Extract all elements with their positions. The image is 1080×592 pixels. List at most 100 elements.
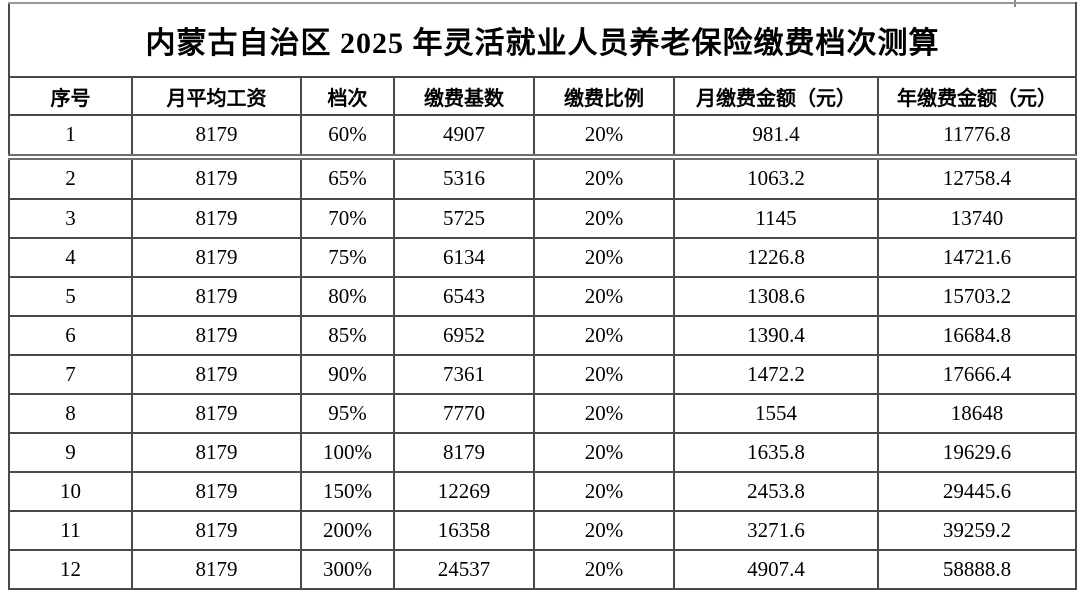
table-title-row: 内蒙古自治区 2025 年灵活就业人员养老保险缴费档次测算 [7, 2, 1078, 78]
table-cell: 1226.8 [673, 236, 879, 278]
table-cell: 20% [533, 236, 675, 278]
table-cell: 80% [300, 275, 395, 317]
table-cell: 7770 [393, 392, 535, 434]
table-cell: 3271.6 [673, 509, 879, 551]
table-cell: 8179 [131, 155, 302, 200]
table-cell: 16358 [393, 509, 535, 551]
table-cell: 6952 [393, 314, 535, 356]
table-cell: 8179 [131, 548, 302, 591]
column-header: 序号 [8, 76, 133, 116]
table-cell: 20% [533, 314, 675, 356]
table-cell: 1308.6 [673, 275, 879, 317]
table-cell: 58888.8 [876, 548, 1078, 591]
table-cell: 12 [8, 548, 133, 591]
table-cell: 75% [300, 236, 395, 278]
table-cell: 8179 [131, 314, 302, 356]
table-cell: 4907 [393, 114, 535, 160]
table-cell: 1390.4 [673, 314, 879, 356]
table-cell: 1635.8 [673, 431, 879, 473]
table-cell: 90% [300, 353, 395, 395]
table-cell: 11776.8 [876, 114, 1078, 160]
table-cell: 20% [533, 197, 675, 239]
table-cell: 70% [300, 197, 395, 239]
table-row: 7 8179 90% 7361 20% 1472.2 17666.4 [8, 353, 1078, 395]
table-cell: 65% [300, 155, 395, 200]
table-row: 11 8179 200% 16358 20% 3271.6 39259.2 [8, 509, 1078, 551]
table-cell: 10 [8, 470, 133, 512]
table-row: 12 8179 300% 24537 20% 4907.4 58888.8 [8, 548, 1078, 591]
table-cell: 981.4 [673, 114, 879, 160]
table-cell: 200% [300, 509, 395, 551]
table-cell: 8179 [393, 431, 535, 473]
table-cell: 20% [533, 509, 675, 551]
table-cell: 39259.2 [876, 509, 1078, 551]
table-cell: 20% [533, 431, 675, 473]
table-row: 5 8179 80% 6543 20% 1308.6 15703.2 [8, 275, 1078, 317]
table-cell: 7 [8, 353, 133, 395]
table-row: 1 8179 60% 4907 20% 981.4 11776.8 [8, 114, 1078, 160]
table-cell: 17666.4 [876, 353, 1078, 395]
table-row: 8 8179 95% 7770 20% 1554 18648 [8, 392, 1078, 434]
table-cell: 11 [8, 509, 133, 551]
table-cell: 1554 [673, 392, 879, 434]
table-cell: 18648 [876, 392, 1078, 434]
table-cell: 8179 [131, 431, 302, 473]
table-row: 10 8179 150% 12269 20% 2453.8 29445.6 [8, 470, 1078, 512]
table-cell: 2453.8 [673, 470, 879, 512]
table-cell: 5725 [393, 197, 535, 239]
table-cell: 16684.8 [876, 314, 1078, 356]
table-cell: 5316 [393, 155, 535, 200]
table-cell: 3 [8, 197, 133, 239]
column-header: 年缴费金额（元） [876, 76, 1078, 116]
table-cell: 20% [533, 470, 675, 512]
table-cell: 1063.2 [673, 155, 879, 200]
table-cell: 8179 [131, 470, 302, 512]
table-cell: 9 [8, 431, 133, 473]
table-cell: 20% [533, 353, 675, 395]
table-cell: 29445.6 [876, 470, 1078, 512]
table-cell: 85% [300, 314, 395, 356]
table-cell: 8179 [131, 509, 302, 551]
column-header: 档次 [300, 76, 395, 116]
table-header-row: 序号 月平均工资 档次 缴费基数 缴费比例 月缴费金额（元） 年缴费金额（元） [8, 76, 1078, 116]
table-cell: 13740 [876, 197, 1078, 239]
table-cell: 20% [533, 114, 675, 160]
table-body: 1 8179 60% 4907 20% 981.4 11776.8 2 8179 65% 5316 2… [8, 114, 1078, 591]
table-cell: 12269 [393, 470, 535, 512]
column-header: 缴费比例 [533, 76, 675, 116]
table-cell: 8179 [131, 197, 302, 239]
table-cell: 8179 [131, 114, 302, 160]
table-cell: 12758.4 [876, 155, 1078, 200]
table-cell: 100% [300, 431, 395, 473]
column-header: 缴费基数 [393, 76, 535, 116]
table-cell: 4 [8, 236, 133, 278]
table-cell: 7361 [393, 353, 535, 395]
table-cell: 6134 [393, 236, 535, 278]
table-cell: 20% [533, 275, 675, 317]
table-cell: 8179 [131, 392, 302, 434]
table-cell: 8179 [131, 236, 302, 278]
pension-contribution-table: 内蒙古自治区 2025 年灵活就业人员养老保险缴费档次测算 序号 月平均工资 档次缴… [7, 2, 1078, 591]
table-cell: 20% [533, 155, 675, 200]
table-cell: 6543 [393, 275, 535, 317]
table-cell: 19629.6 [876, 431, 1078, 473]
table-title: 内蒙古自治区 2025 年灵活就业人员养老保险缴费档次测算 [7, 2, 1078, 78]
table-cell: 24537 [393, 548, 535, 591]
table-cell: 4907.4 [673, 548, 879, 591]
table-cell: 1472.2 [673, 353, 879, 395]
table-cell: 5 [8, 275, 133, 317]
table-cell: 20% [533, 548, 675, 591]
table-cell: 8179 [131, 353, 302, 395]
table-row: 3 8179 70% 5725 20% 1145 13740 [8, 197, 1078, 239]
table-cell: 8179 [131, 275, 302, 317]
table-row: 2 8179 65% 5316 20% 1063.2 12758.4 [8, 155, 1078, 200]
table-row: 4 8179 75% 6134 20% 1226.8 14721.6 [8, 236, 1078, 278]
table-cell: 6 [8, 314, 133, 356]
table-cell: 15703.2 [876, 275, 1078, 317]
table-cell: 1 [8, 114, 133, 160]
table-cell: 20% [533, 392, 675, 434]
table-cell: 300% [300, 548, 395, 591]
table-cell: 150% [300, 470, 395, 512]
table-row: 9 8179 100% 8179 20% 1635.8 19629.6 [8, 431, 1078, 473]
